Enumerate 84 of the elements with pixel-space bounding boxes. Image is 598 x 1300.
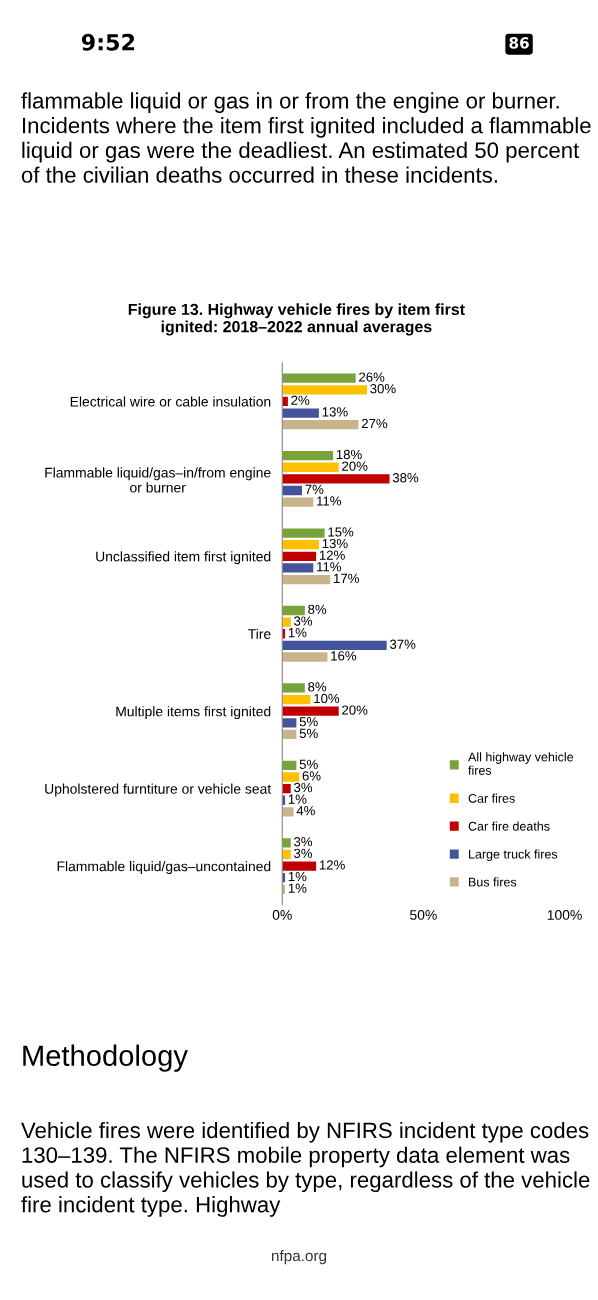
bar — [282, 408, 319, 418]
bar — [282, 640, 387, 651]
bar — [282, 849, 291, 860]
bar — [282, 373, 356, 383]
data-label: 6% — [302, 771, 321, 781]
data-label: 5% — [299, 759, 318, 769]
data-label: 3% — [294, 848, 313, 858]
bar — [282, 617, 291, 627]
data-label: 8% — [308, 604, 327, 615]
data-label: 12% — [319, 860, 345, 870]
bar — [282, 838, 291, 848]
text: Vehicle fires were identified by NFIRS incident type codes 130–139. The NFIRS mobile property data element was used to classify vehicles by type, regardless of the vehicle fire incident type. Highway — [21, 1121, 590, 1217]
legend-label: All highway vehicle fires — [468, 752, 574, 775]
bar — [282, 683, 305, 693]
legend-label: Car fire deaths — [468, 821, 550, 831]
text: nfpa.org — [271, 1250, 327, 1265]
data-label: 3% — [294, 837, 313, 847]
data-label: 20% — [342, 461, 368, 471]
y-tick-label: Electrical wire or cable insulation — [70, 396, 271, 407]
data-label: 2% — [291, 395, 310, 405]
bar — [282, 420, 359, 430]
bar — [282, 807, 294, 817]
data-label: 16% — [331, 651, 357, 661]
text: 9:52 — [81, 33, 135, 51]
data-label: 20% — [342, 705, 368, 715]
y-tick-label: Unclassified item first ignited — [96, 551, 271, 565]
data-label: 4% — [296, 806, 315, 816]
data-label: 11% — [317, 562, 342, 572]
bar — [282, 563, 314, 573]
bar — [282, 694, 311, 705]
data-label: 3% — [294, 782, 313, 793]
bar — [282, 474, 390, 484]
data-label: 26% — [359, 372, 385, 382]
data-label: 15% — [328, 527, 354, 537]
data-label: 11% — [317, 496, 342, 506]
text: Methodology — [23, 1044, 188, 1072]
data-label: 18% — [336, 449, 362, 460]
bar — [282, 485, 303, 496]
y-tick-label: Multiple items first ignited — [116, 706, 271, 720]
bar — [282, 540, 319, 550]
data-label: 38% — [392, 473, 419, 483]
bar — [282, 574, 331, 585]
bar — [282, 462, 339, 472]
bar — [282, 551, 317, 561]
data-label: 13% — [322, 538, 348, 549]
x-tick-label: 0% — [272, 910, 292, 920]
data-label: 1% — [288, 628, 307, 638]
legend-label: Car fires — [468, 793, 515, 803]
y-tick-label: Flammable liquid/gas–in/from engine or burner — [45, 467, 271, 493]
data-label: 1% — [288, 794, 307, 804]
y-tick-label: Flammable liquid/gas–uncontained — [57, 861, 271, 874]
data-label: 8% — [308, 682, 327, 692]
bar — [282, 652, 328, 662]
x-tick-label: 50% — [410, 910, 437, 920]
legend-label: Bus fires — [469, 877, 517, 887]
bar — [282, 450, 334, 461]
x-tick-label: 100% — [547, 910, 582, 920]
bar — [282, 528, 325, 538]
chart-title: Figure 13. Highway vehicle fires by item first ignited: 2018–2022 annual averages — [128, 303, 465, 336]
data-label: 7% — [305, 484, 324, 494]
data-label: 30% — [370, 384, 396, 394]
legend-label: Large truck fires — [469, 849, 558, 862]
bar — [282, 861, 317, 871]
data-label: 37% — [389, 639, 416, 649]
text: flammable liquid or gas in or from the engine or burner. Incidents where the item first ignited included a flammable liquid or gas were the deadliest. An estimated 50 percent of the civilian deaths occurred in these incidents. — [21, 92, 591, 183]
bar — [282, 497, 314, 507]
bar — [282, 385, 367, 395]
bar — [282, 772, 300, 782]
data-label: 5% — [299, 728, 318, 738]
data-label: 27% — [361, 418, 388, 429]
data-label: 12% — [319, 550, 345, 560]
text: 86 — [509, 37, 529, 49]
data-label: 10% — [314, 693, 340, 704]
data-label: 17% — [334, 573, 359, 584]
bar — [282, 783, 291, 794]
data-label: 3% — [294, 616, 313, 626]
y-tick-label: Tire — [248, 628, 271, 639]
bar — [282, 706, 339, 716]
bar — [282, 605, 305, 616]
y-tick-label: Upholstered furntiture or vehicle seat — [45, 783, 272, 797]
data-label: 1% — [288, 883, 307, 893]
data-label: 1% — [288, 871, 307, 882]
data-label: 13% — [322, 407, 348, 417]
data-label: 5% — [299, 717, 318, 727]
